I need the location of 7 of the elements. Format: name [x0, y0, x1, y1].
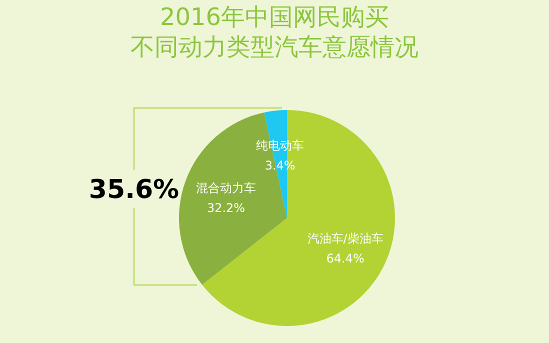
- data-label: 32.2%: [206, 201, 246, 216]
- text: 35.6%: [88, 175, 180, 205]
- data-label: 64.4%: [326, 251, 364, 266]
- slice-label: 汽油车/柴油车: [307, 231, 384, 246]
- chart-title: 2016年中国网民购买: [158, 2, 390, 32]
- slice-label: 混合动力车: [196, 181, 256, 196]
- chart-subtitle: 不同动力类型汽车意愿情况: [130, 32, 420, 62]
